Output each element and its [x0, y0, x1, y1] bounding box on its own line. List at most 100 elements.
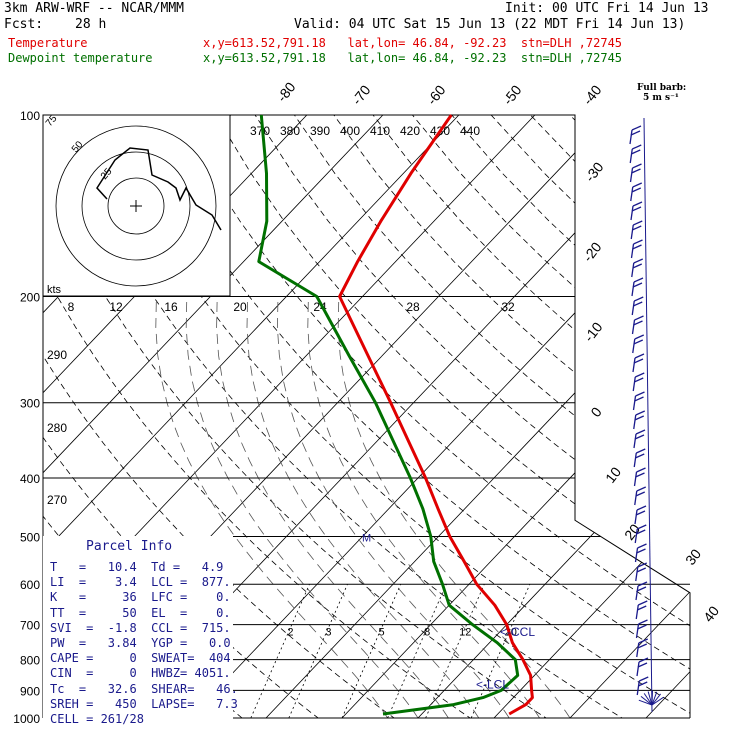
dry-adiabat-line — [608, 115, 690, 718]
wind-barb-flag — [635, 472, 645, 478]
wind-barb-flag — [633, 339, 644, 345]
valid-time: Valid: 04 UTC Sat 15 Jun 13 (22 MDT Fri … — [294, 17, 686, 32]
wind-barb-staff — [635, 566, 639, 582]
isotherm-line — [710, 115, 740, 731]
mixing-ratio-line — [341, 584, 402, 718]
pressure-tick-label: 400 — [20, 472, 40, 486]
wind-barb-flag — [637, 681, 648, 687]
wind-barb-flag — [637, 624, 647, 630]
wind-barb-flag — [633, 358, 644, 364]
wind-barb-staff — [631, 300, 635, 316]
theta-side-label: 270 — [47, 493, 67, 507]
moist-adiabat-line — [246, 296, 480, 718]
forecast-hour: 28 h — [75, 17, 107, 32]
wind-barb-flag — [638, 676, 649, 682]
isotherm-line — [177, 115, 690, 718]
wind-barb-flag — [638, 638, 649, 644]
dry-adiabat-line — [451, 115, 690, 718]
wind-barb-low — [651, 693, 662, 706]
hodograph-speed-label: 12 — [109, 300, 123, 314]
wind-barb-flag — [636, 467, 646, 473]
wind-barb-staff — [629, 129, 633, 145]
dry-adiabat-line — [372, 115, 690, 718]
wind-barb-flag — [633, 377, 644, 383]
wind-barb-flag — [635, 391, 645, 397]
dry-adiabat-line — [43, 115, 490, 718]
wind-barb-flag — [636, 486, 647, 492]
pressure-tick-label: 100 — [20, 109, 40, 123]
theta-label: 420 — [400, 124, 420, 138]
wind-barb-staff — [634, 509, 638, 525]
barb-key-units: 5 m s⁻¹ — [643, 93, 679, 103]
dry-adiabat-line — [254, 115, 690, 718]
pressure-tick-label: 500 — [20, 530, 40, 544]
wind-barb-staff — [632, 357, 636, 373]
wind-barb-flag — [632, 244, 642, 250]
mixing-ratio-label: 3 — [325, 626, 331, 638]
isotherm-label: -70 — [349, 82, 374, 108]
temperature-legend: Temperature — [8, 36, 88, 50]
model-title: 3km ARW-WRF -- NCAR/MMM — [4, 1, 185, 16]
wind-barb-flag — [637, 662, 648, 668]
mixing-ratio-label: 5 — [379, 626, 385, 638]
temperature-location: x,y=613.52,791.18 lat,lon= 46.84, -92.23… — [203, 36, 623, 50]
isotherm-label: -50 — [500, 82, 525, 108]
mixing-ratio-line — [470, 584, 531, 718]
theta-side-label: 280 — [47, 421, 67, 435]
wind-barb-flag — [631, 187, 642, 193]
mixing-ratio-label: 8 — [424, 626, 430, 638]
wind-barb-flag — [637, 643, 648, 649]
wind-barb-low — [643, 693, 653, 706]
isotherm-label: 40 — [700, 603, 722, 625]
wind-barb-flag — [636, 505, 647, 511]
wind-barb-staff — [629, 148, 633, 164]
wind-barb-flag — [634, 415, 645, 421]
hodograph-ring — [55, 125, 217, 287]
wind-barb-flag — [638, 657, 649, 663]
wind-barb-flag — [635, 410, 646, 416]
wind-barb-flag — [636, 605, 647, 611]
wind-barb-staff — [630, 243, 635, 259]
wind-barb-flag — [634, 453, 645, 459]
wind-barb-staff — [632, 395, 637, 411]
mixing-ratio-label: 12 — [459, 626, 471, 638]
parcel-info-row: Tc = 32.6 SHEAR= 46. — [50, 681, 238, 696]
isotherm-line — [557, 115, 690, 718]
wind-barb-low — [647, 691, 653, 706]
wind-barb-flag — [638, 619, 648, 625]
wind-barb-flag — [633, 320, 643, 326]
dry-adiabat-line — [58, 115, 644, 718]
barb-key-title: Full barb: — [637, 83, 687, 93]
wind-barb-flag — [637, 600, 648, 606]
pressure-tick-label: 200 — [20, 291, 40, 305]
wind-barb-flag — [635, 448, 646, 454]
isotherm-label: 30 — [682, 546, 704, 568]
theta-label: 410 — [370, 124, 390, 138]
isotherm-label: 0 — [587, 404, 605, 420]
wind-barb-staff — [634, 528, 638, 544]
wind-barb-staff — [630, 224, 634, 240]
isotherm-label: -20 — [580, 239, 605, 265]
wind-barb-low — [651, 696, 664, 706]
isotherm-label: -60 — [424, 82, 449, 108]
pressure-tick-label: 600 — [20, 578, 40, 592]
pressure-tick-label: 900 — [20, 684, 40, 698]
wind-barb-flag — [632, 301, 643, 307]
isotherm-label: -30 — [582, 159, 607, 185]
init-time: Init: 00 UTC Fri 14 Jun 13 — [505, 1, 709, 16]
wind-barb-flag — [637, 562, 648, 568]
hodograph-ring — [107, 177, 165, 235]
wind-barb-flag — [632, 282, 643, 288]
wind-barb-staff — [632, 338, 636, 354]
wind-barb-staff — [632, 376, 636, 392]
wind-barb-flag — [636, 524, 647, 530]
wind-barb-staff — [631, 319, 636, 335]
wind-barb-flag — [631, 125, 642, 131]
wind-barb-staff — [631, 281, 635, 297]
wind-barb-flag — [632, 182, 643, 188]
dry-adiabat-line — [215, 115, 690, 718]
mixing-ratio-line — [387, 584, 447, 718]
isotherm-line — [253, 115, 690, 718]
isotherm-label: 10 — [602, 464, 624, 486]
wind-barb-flag — [632, 220, 643, 226]
